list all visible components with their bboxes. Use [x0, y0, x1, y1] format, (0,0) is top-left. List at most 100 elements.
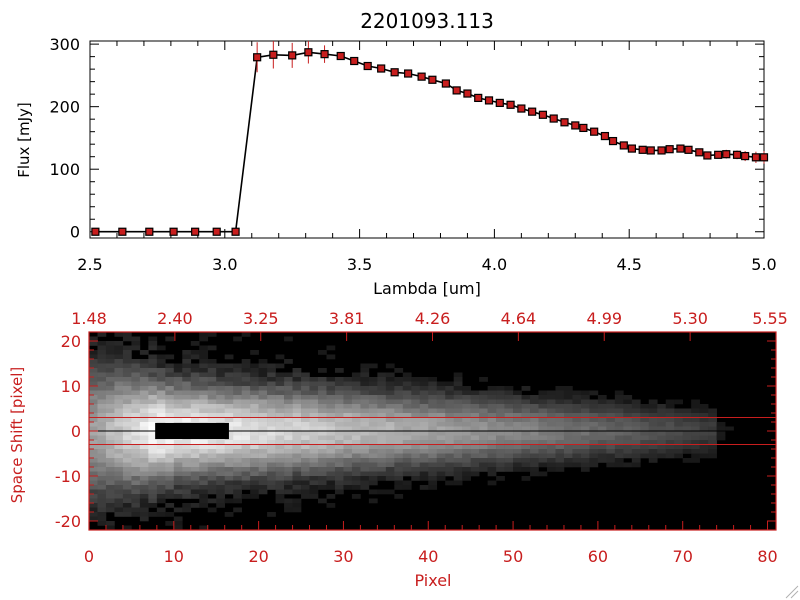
- image-top-tick-label: 3.81: [329, 309, 365, 328]
- data-point: [231, 227, 240, 236]
- data-point: [452, 86, 461, 95]
- image-top-tick-label: 2.40: [157, 309, 193, 328]
- data-point: [304, 48, 313, 57]
- data-point: [484, 96, 494, 105]
- data-point: [169, 227, 178, 236]
- data-point: [751, 153, 761, 162]
- data-point: [695, 148, 704, 157]
- spectrum-x-tick-label: 4.5: [616, 255, 641, 274]
- data-point: [320, 50, 329, 59]
- data-point: [269, 50, 278, 59]
- image-y-ticks: -20 -10 0 10 20: [55, 332, 81, 531]
- data-point: [336, 51, 345, 61]
- image-x-tick-label: 10: [164, 547, 184, 566]
- image-top-tick-label: 3.25: [243, 309, 279, 328]
- data-point: [703, 151, 712, 160]
- image-x-tick-label: 60: [588, 547, 608, 566]
- spectrum-x-tick-label: 4.0: [482, 255, 507, 274]
- spectrum-x-tick-label: 2.5: [77, 255, 102, 274]
- data-point: [759, 153, 769, 162]
- data-point: [377, 64, 386, 73]
- data-point: [463, 89, 472, 98]
- spectrum-x-tick-label: 3.5: [347, 255, 372, 274]
- spectrum-y-ticks: 0 100 200 300: [49, 35, 80, 242]
- data-point: [600, 131, 610, 141]
- spectrum-plot: [89, 40, 765, 239]
- image-x-tick-label: 0: [84, 547, 94, 566]
- data-point: [145, 227, 154, 236]
- image-y-tick-label: 20: [61, 332, 81, 351]
- image-x-tick-label: 20: [248, 547, 268, 566]
- data-point: [646, 146, 655, 155]
- data-point: [657, 146, 666, 155]
- image-y-tick-label: -20: [55, 512, 81, 531]
- image-x-ticks: 0 10 20 30 40 50 60 70 80: [84, 547, 778, 566]
- spectrum-y-tick-label: 200: [49, 98, 80, 117]
- data-point: [191, 227, 200, 236]
- image-y-tick-label: 0: [71, 422, 81, 441]
- data-point: [627, 144, 636, 153]
- spectrum-plot-frame: [89, 40, 765, 239]
- data-point: [474, 93, 483, 103]
- data-point: [608, 136, 618, 146]
- image-x-tick-label: 80: [757, 547, 777, 566]
- image-top-tick-label: 4.99: [586, 309, 622, 328]
- spectrum-x-ticks: 2.5 3.0 3.5 4.0 4.5 5.0: [77, 255, 776, 274]
- spectrum-series: [91, 41, 769, 236]
- image-x-tick-label: 40: [418, 547, 438, 566]
- spectrum-y-tick-label: 100: [49, 160, 80, 179]
- spectrum-y-axis-label: Flux [mJy]: [15, 102, 33, 178]
- image-x-tick-label: 30: [333, 547, 353, 566]
- image-y-tick-label: 10: [61, 377, 81, 396]
- data-point: [741, 151, 750, 161]
- data-point: [506, 100, 515, 109]
- data-point: [350, 56, 359, 66]
- image-top-tick-label: 4.64: [501, 309, 537, 328]
- image-top-wavelength-ticks: 1.48 2.40 3.25 3.81 4.26 4.64 4.99 5.30 5.55: [71, 309, 788, 341]
- image-top-tick-label: 5.55: [752, 309, 788, 328]
- spectrum-x-axis-label: Lambda [um]: [373, 279, 481, 298]
- data-point: [390, 68, 399, 77]
- data-point: [638, 145, 647, 154]
- data-point: [288, 51, 297, 60]
- data-point: [619, 141, 628, 150]
- spectral-image: [89, 332, 776, 531]
- data-point: [665, 145, 674, 154]
- data-point: [538, 110, 548, 119]
- image-y-axis-label: Space Shift [pixel]: [8, 367, 26, 504]
- data-point: [684, 145, 693, 154]
- data-point: [495, 98, 504, 108]
- data-point: [363, 61, 372, 71]
- data-point: [714, 150, 723, 159]
- image-top-tick-label: 5.30: [672, 309, 708, 328]
- data-point: [118, 227, 127, 236]
- data-point: [579, 123, 588, 133]
- data-point: [253, 53, 262, 62]
- image-x-tick-label: 50: [503, 547, 523, 566]
- data-point: [732, 150, 742, 159]
- chart-title: 2201093.113: [360, 9, 494, 33]
- image-top-tick-label: 1.48: [71, 309, 107, 328]
- image-x-axis-label: Pixel: [414, 571, 451, 590]
- data-point: [722, 150, 731, 159]
- image-top-tick-label: 4.26: [415, 309, 451, 328]
- data-point: [441, 79, 450, 88]
- data-point: [590, 127, 599, 136]
- spectrum-x-tick-label: 5.0: [751, 255, 776, 274]
- data-point: [560, 118, 569, 127]
- image-x-tick-label: 70: [673, 547, 693, 566]
- spectrum-y-tick-label: 300: [49, 35, 80, 54]
- data-point: [676, 144, 685, 153]
- data-point: [212, 227, 221, 236]
- data-point: [404, 69, 413, 78]
- data-point: [428, 75, 437, 84]
- data-point: [91, 227, 100, 236]
- data-point: [517, 104, 526, 113]
- image-y-tick-label: -10: [55, 467, 81, 486]
- data-point: [549, 114, 558, 123]
- spectrum-y-tick-label: 0: [70, 223, 80, 242]
- data-point: [571, 121, 580, 130]
- data-point: [417, 72, 426, 81]
- data-point: [528, 107, 537, 116]
